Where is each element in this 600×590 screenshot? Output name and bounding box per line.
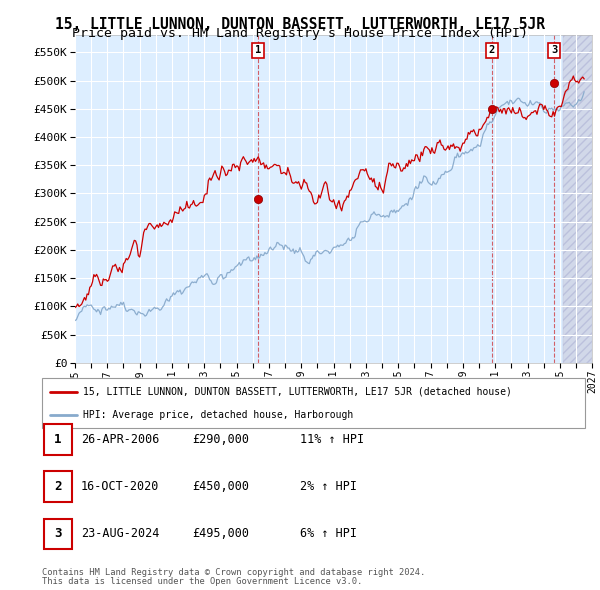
Text: 23-AUG-2024: 23-AUG-2024 xyxy=(81,527,160,540)
FancyBboxPatch shape xyxy=(44,519,71,549)
Text: 15, LITTLE LUNNON, DUNTON BASSETT, LUTTERWORTH, LE17 5JR: 15, LITTLE LUNNON, DUNTON BASSETT, LUTTE… xyxy=(55,17,545,31)
Text: £450,000: £450,000 xyxy=(192,480,249,493)
Text: 6% ↑ HPI: 6% ↑ HPI xyxy=(300,527,357,540)
Text: £495,000: £495,000 xyxy=(192,527,249,540)
FancyBboxPatch shape xyxy=(44,471,71,502)
Text: 16-OCT-2020: 16-OCT-2020 xyxy=(81,480,160,493)
FancyBboxPatch shape xyxy=(44,424,71,455)
Text: 3: 3 xyxy=(551,45,557,55)
Text: 26-APR-2006: 26-APR-2006 xyxy=(81,433,160,446)
Text: This data is licensed under the Open Government Licence v3.0.: This data is licensed under the Open Gov… xyxy=(42,577,362,586)
Text: 15, LITTLE LUNNON, DUNTON BASSETT, LUTTERWORTH, LE17 5JR (detached house): 15, LITTLE LUNNON, DUNTON BASSETT, LUTTE… xyxy=(83,386,512,396)
FancyBboxPatch shape xyxy=(42,378,585,428)
Text: £290,000: £290,000 xyxy=(192,433,249,446)
Text: 2: 2 xyxy=(489,45,495,55)
Text: Price paid vs. HM Land Registry's House Price Index (HPI): Price paid vs. HM Land Registry's House … xyxy=(72,27,528,40)
Text: 1: 1 xyxy=(255,45,261,55)
Text: 1: 1 xyxy=(54,433,61,446)
Text: Contains HM Land Registry data © Crown copyright and database right 2024.: Contains HM Land Registry data © Crown c… xyxy=(42,568,425,576)
Bar xyxy=(563,35,592,363)
Text: 2: 2 xyxy=(54,480,61,493)
Text: HPI: Average price, detached house, Harborough: HPI: Average price, detached house, Harb… xyxy=(83,410,353,420)
Text: 11% ↑ HPI: 11% ↑ HPI xyxy=(300,433,364,446)
Bar xyxy=(563,35,592,363)
Text: 3: 3 xyxy=(54,527,61,540)
Text: 2% ↑ HPI: 2% ↑ HPI xyxy=(300,480,357,493)
